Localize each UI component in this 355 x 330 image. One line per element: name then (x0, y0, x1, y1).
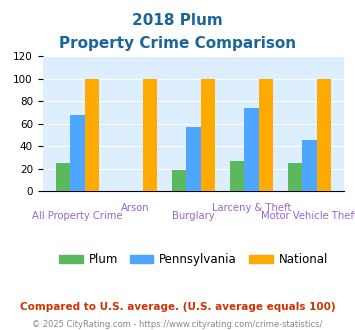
Bar (56, 163, 70, 191)
Text: Larceny & Theft: Larceny & Theft (212, 203, 291, 213)
Legend: Plum, Pennsylvania, National: Plum, Pennsylvania, National (54, 249, 333, 271)
Bar (143, 79, 157, 191)
Bar (201, 79, 215, 191)
Text: Compared to U.S. average. (U.S. average equals 100): Compared to U.S. average. (U.S. average … (20, 302, 335, 312)
Bar (288, 163, 302, 191)
Bar (186, 127, 201, 191)
Text: © 2025 CityRating.com - https://www.cityrating.com/crime-statistics/: © 2025 CityRating.com - https://www.city… (32, 320, 323, 329)
Bar (244, 108, 259, 191)
Bar (70, 115, 85, 191)
Bar (230, 161, 244, 191)
Bar (85, 79, 99, 191)
Text: Motor Vehicle Theft: Motor Vehicle Theft (261, 211, 355, 220)
Text: 2018 Plum: 2018 Plum (132, 13, 223, 28)
Bar (302, 140, 317, 191)
Text: Arson: Arson (121, 203, 150, 213)
Text: Property Crime Comparison: Property Crime Comparison (59, 36, 296, 51)
Text: All Property Crime: All Property Crime (32, 211, 123, 220)
Bar (317, 79, 331, 191)
Bar (172, 170, 186, 191)
Text: Burglary: Burglary (172, 211, 215, 220)
Bar (259, 79, 273, 191)
